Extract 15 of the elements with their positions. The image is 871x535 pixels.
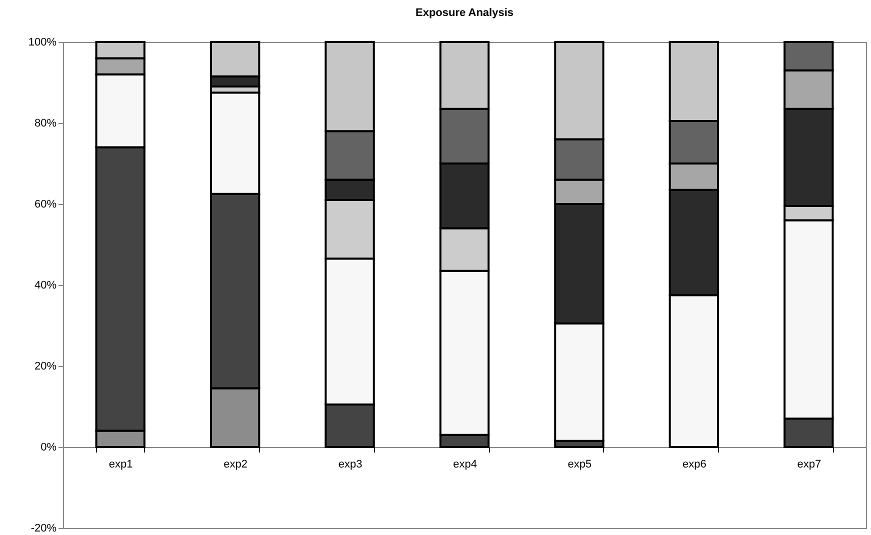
y-tick-label: 100% [28, 36, 57, 48]
x-tick-label: exp6 [682, 458, 706, 470]
x-tick-label: exp2 [224, 458, 248, 470]
x-tick-label: exp1 [108, 458, 133, 470]
y-tick-label: 0% [40, 442, 57, 454]
x-tick-label: exp4 [453, 458, 477, 470]
x-tick-label: exp7 [797, 458, 822, 470]
x-tick-label: exp5 [568, 458, 592, 470]
y-tick-label: -20% [30, 522, 57, 534]
y-tick-label: 40% [34, 280, 57, 292]
y-tick-label: 60% [34, 198, 57, 210]
x-tick-label: exp3 [338, 458, 362, 470]
y-tick-label: 80% [34, 118, 57, 130]
chart-title: Exposure Analysis [415, 7, 514, 19]
y-tick-label: 20% [34, 360, 57, 372]
